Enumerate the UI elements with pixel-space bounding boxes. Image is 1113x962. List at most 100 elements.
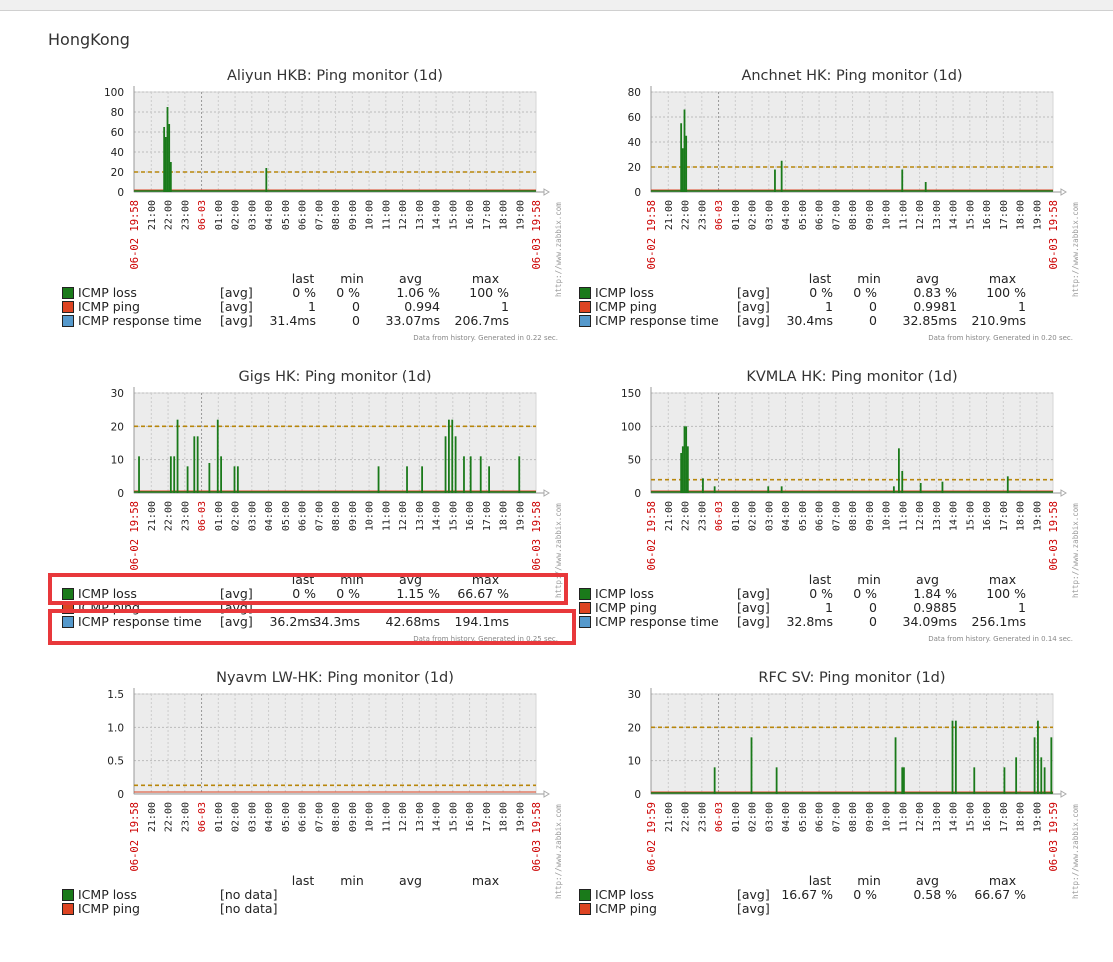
- x-tick-label: 11:00: [381, 200, 392, 230]
- x-tick-label: 15:00: [448, 802, 459, 832]
- legend-value-avg: 42.68ms: [385, 614, 440, 629]
- x-tick-label: 13:00: [415, 501, 426, 531]
- x-end-label: 06-03 19:58: [1048, 200, 1060, 270]
- legend-value-max: 100 %: [986, 586, 1026, 601]
- legend-item-fn: [avg]: [737, 285, 770, 300]
- x-axis-arrow-icon: [543, 489, 550, 497]
- legend-swatch: [62, 903, 74, 915]
- legend-col-last: last: [291, 873, 315, 888]
- y-tick-label: 20: [111, 421, 124, 433]
- x-tick-label: 10:00: [365, 501, 376, 531]
- legend-value-max: 100 %: [469, 285, 509, 300]
- x-tick-label: 02:00: [748, 200, 759, 230]
- graph-svg: Aliyun HKB: Ping monitor (1d) 0 20 40 60 80 10…: [104, 68, 563, 297]
- x-tick-label: 21:00: [664, 802, 675, 832]
- legend-item-name: ICMP response time: [595, 313, 719, 328]
- legend-value-last: 1: [825, 299, 833, 314]
- legend-item-name: ICMP loss: [595, 285, 654, 300]
- legend-swatch: [579, 588, 591, 600]
- loss-spike: [898, 448, 900, 493]
- legend-value-min: 0 %: [336, 285, 360, 300]
- x-tick-label: 10:00: [882, 200, 893, 230]
- legend-header: last min avg max: [565, 271, 1085, 286]
- x-tick-label: 06:00: [298, 501, 309, 531]
- legend-item-name: ICMP response time: [595, 614, 719, 629]
- graph-panel-3: Gigs HK: Ping monitor (1d) 0 10 20 30 21:00 22…: [48, 361, 568, 661]
- x-start-label: 06-02 19:58: [129, 802, 141, 872]
- legend-col-max: max: [988, 572, 1017, 587]
- watermark-text: http://www.zabbix.com: [554, 202, 563, 297]
- legend-col-last: last: [291, 271, 315, 286]
- x-tick-label: 19:00: [1032, 200, 1043, 230]
- y-tick-label: 30: [111, 388, 124, 400]
- legend-swatch: [579, 616, 591, 628]
- x-tick-label: 09:00: [865, 501, 876, 531]
- x-tick-label: 11:00: [381, 802, 392, 832]
- x-tick-label: 16:00: [982, 501, 993, 531]
- loss-spike: [683, 426, 686, 493]
- x-tick-label: 04:00: [264, 802, 275, 832]
- x-tick-label: 23:00: [180, 200, 191, 230]
- x-tick-label: 17:00: [482, 200, 493, 230]
- x-tick-label: 04:00: [781, 200, 792, 230]
- legend-row: ICMP loss [no data]: [48, 887, 568, 902]
- x-tick-label: 19:00: [1032, 802, 1043, 832]
- x-tick-label: 09:00: [348, 501, 359, 531]
- x-tick-label: 08:00: [848, 501, 859, 531]
- x-tick-label: 03:00: [247, 200, 258, 230]
- legend-col-min: min: [857, 572, 881, 587]
- x-tick-label: 05:00: [798, 501, 809, 531]
- x-tick-label: 14:00: [949, 200, 960, 230]
- watermark-text: http://www.zabbix.com: [1071, 202, 1080, 297]
- x-tick-label: 02:00: [748, 802, 759, 832]
- legend-row: ICMP ping [avg] 1 0 0.9981 1: [565, 299, 1085, 314]
- legend-item-fn: [avg]: [220, 313, 253, 328]
- x-axis-arrow-icon: [543, 188, 550, 196]
- loss-spike: [683, 109, 686, 192]
- x-tick-label: 08:00: [848, 802, 859, 832]
- graph-svg: Nyavm LW-HK: Ping monitor (1d) 0 0.5 1.0 1.5…: [107, 670, 563, 899]
- graph-svg: Anchnet HK: Ping monitor (1d) 0 20 40 60 80 21…: [628, 68, 1080, 297]
- loss-spike: [1050, 737, 1053, 794]
- legend-item-fn: [avg]: [737, 313, 770, 328]
- loss-spike: [186, 466, 189, 493]
- loss-spike: [954, 720, 957, 794]
- x-tick-label: 03:00: [247, 802, 258, 832]
- legend-value-max: 210.9ms: [971, 313, 1026, 328]
- legend-item-name: ICMP response time: [78, 313, 202, 328]
- loss-spike: [233, 466, 236, 493]
- loss-spike: [685, 135, 688, 192]
- x-tick-label: 10:00: [365, 802, 376, 832]
- loss-spike: [164, 137, 167, 192]
- legend-value-max: 256.1ms: [971, 614, 1026, 629]
- x-tick-label: 12:00: [398, 802, 409, 832]
- x-end-label: 06-03 19:58: [1048, 501, 1060, 571]
- x-tick-label: 09:00: [865, 200, 876, 230]
- legend-row: ICMP loss [avg] 16.67 % 0 % 0.58 % 66.67 %: [565, 887, 1085, 902]
- legend-col-last: last: [808, 572, 832, 587]
- legend-swatch: [62, 889, 74, 901]
- x-tick-label: 07:00: [831, 200, 842, 230]
- legend-value-last: 0 %: [809, 285, 833, 300]
- legend-value-max: 66.67 %: [974, 887, 1026, 902]
- x-tick-label: 03:00: [764, 802, 775, 832]
- graph-svg: KVMLA HK: Ping monitor (1d) 0 50 100 150 21:0…: [621, 369, 1080, 598]
- loss-spike: [173, 456, 176, 493]
- graph-title: Gigs HK: Ping monitor (1d): [238, 369, 431, 385]
- loss-spike: [681, 446, 684, 493]
- x-tick-label: 17:00: [482, 501, 493, 531]
- legend-row: ICMP ping [no data]: [48, 901, 568, 916]
- legend-item-name: ICMP ping: [595, 901, 657, 916]
- x-tick-label: 06:00: [815, 200, 826, 230]
- legend-item-name: ICMP ping: [595, 299, 657, 314]
- legend-value-min: 0: [352, 299, 360, 314]
- legend-value-avg: 1.15 %: [396, 586, 440, 601]
- legend-item-fn: [avg]: [737, 887, 770, 902]
- loss-spike: [454, 436, 457, 493]
- x-tick-label: 17:00: [999, 200, 1010, 230]
- x-tick-label: 16:00: [465, 501, 476, 531]
- legend-item-fn: [no data]: [220, 887, 278, 902]
- legend-col-last: last: [808, 271, 832, 286]
- x-axis-arrow-icon: [1060, 489, 1067, 497]
- legend-value-min: 0: [869, 600, 877, 615]
